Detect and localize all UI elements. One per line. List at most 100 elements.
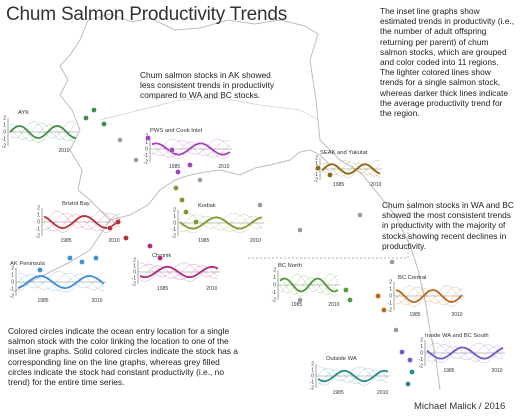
y-tick-label: 1 (311, 368, 314, 374)
y-tick-label: 1 (389, 287, 392, 293)
inset-title: Outside WA (326, 356, 357, 362)
stock-trend-line (151, 143, 231, 160)
y-tick-label: 2 (11, 266, 14, 272)
x-tick-label: 1985 (157, 286, 168, 292)
y-tick-label: 2 (133, 258, 136, 264)
y-tick-label: -1 (2, 137, 7, 143)
x-tick-label: 1985 (409, 312, 420, 318)
coastline (13, 13, 441, 391)
stock-trend-line (9, 122, 77, 140)
no-trend-circle (389, 259, 395, 265)
y-tick-label: 1 (11, 273, 14, 279)
inset-title: BC North (278, 263, 302, 269)
x-tick-label: 1985 (333, 390, 344, 396)
stock-trend-line (179, 214, 263, 231)
stock-location-circle (67, 255, 73, 261)
stock-location-circle (157, 255, 163, 261)
y-tick-label: 1 (273, 275, 276, 281)
x-tick-label: 2010 (451, 312, 462, 318)
inset-ayk: 210-1-2 2010 AYK (2, 110, 78, 154)
stock-trend-line (43, 211, 121, 229)
stock-location-circle (327, 172, 333, 178)
x-tick-label: 2010 (377, 390, 388, 396)
y-tick-label: 0 (133, 270, 136, 276)
inset-title: Inside WA and BC South (425, 333, 489, 339)
stock-location-circle (405, 381, 411, 387)
x-tick-label: 2010 (491, 368, 502, 374)
y-tick-label: -1 (272, 290, 277, 296)
credit: Michael Malick / 2016 (414, 401, 506, 412)
stock-trend-line (9, 121, 77, 139)
stock-location-circle (123, 235, 129, 241)
stock-trend-line (426, 344, 504, 361)
y-tick-label: -2 (272, 298, 277, 304)
inset-title: BC Central (398, 275, 426, 281)
y-tick-label: 2 (173, 208, 176, 214)
y-tick-label: 1 (133, 264, 136, 270)
stock-location-circle (347, 297, 353, 303)
x-tick-label: 2010 (206, 286, 217, 292)
y-tick-label: 0 (11, 280, 14, 286)
regional-mean-line (279, 277, 339, 293)
x-tick-label: 1985 (169, 164, 180, 170)
y-tick-label: -1 (36, 227, 41, 233)
stock-location-circle (409, 369, 415, 375)
stock-location-circle (37, 267, 43, 273)
stock-trend-line (139, 262, 219, 278)
stock-trend-line (139, 263, 219, 279)
wa-bc-note: Chum salmon stocks in WA and BC showed t… (382, 200, 514, 251)
y-tick-label: 1 (173, 214, 176, 220)
stock-trend-line (317, 370, 389, 386)
x-tick-label: 1985 (37, 298, 48, 304)
stock-trend-line (151, 141, 231, 158)
x-tick-label: 2010 (218, 164, 229, 170)
y-tick-label: 1 (315, 161, 318, 167)
inset-kodiak: 210-1-2 1985 2010 Kodiak (172, 203, 264, 244)
inset-description-note: The inset line graphs show estimated tre… (380, 6, 515, 119)
y-tick-label: 0 (37, 220, 40, 226)
x-tick-label: 1985 (60, 238, 71, 244)
y-tick-label: 1 (420, 344, 423, 350)
y-tick-label: -1 (172, 227, 177, 233)
stock-location-circle (381, 307, 387, 313)
no-trend-circle (357, 212, 363, 218)
x-tick-label: 2010 (91, 298, 102, 304)
regional-mean-line (317, 369, 389, 383)
x-tick-label: 2010 (58, 148, 69, 154)
y-tick-label: -2 (2, 144, 7, 150)
regional-mean-line (9, 124, 77, 140)
stock-location-circle (101, 121, 107, 127)
wa-bc-dotted-border (248, 200, 409, 259)
stock-location-circle (169, 147, 175, 153)
y-tick-label: -1 (132, 276, 137, 282)
y-tick-label: -1 (144, 153, 149, 159)
stock-location-circle (91, 107, 97, 113)
stock-location-circle (115, 219, 121, 225)
stock-location-circle (193, 219, 199, 225)
stock-location-circle (145, 135, 151, 141)
y-tick-label: 2 (3, 116, 6, 122)
no-trend-circle (257, 202, 263, 208)
stock-location-circle (343, 287, 349, 293)
stock-location-circle (173, 185, 179, 191)
x-tick-label: 1985 (198, 238, 209, 244)
no-trend-circle (393, 327, 399, 333)
stock-trend-line (139, 265, 219, 281)
stock-trend-line (43, 214, 121, 232)
stock-trend-line (10, 124, 77, 142)
inset-bccentral: 210-1-2 1985 2010 BC Central (388, 275, 464, 318)
no-trend-circle (197, 177, 203, 183)
y-tick-label: 0 (273, 283, 276, 289)
stock-trend-line (179, 212, 263, 229)
inset-title: PWS and Cook Inlet (150, 128, 203, 134)
stock-trend-line (279, 275, 339, 294)
stock-trend-line (279, 276, 339, 295)
stock-location-circle (375, 293, 381, 299)
stock-trend-line (426, 345, 504, 362)
no-trend-circle (133, 157, 139, 163)
y-tick-label: 0 (311, 374, 314, 380)
stock-trend-line (317, 366, 389, 382)
y-tick-label: -2 (310, 386, 315, 392)
